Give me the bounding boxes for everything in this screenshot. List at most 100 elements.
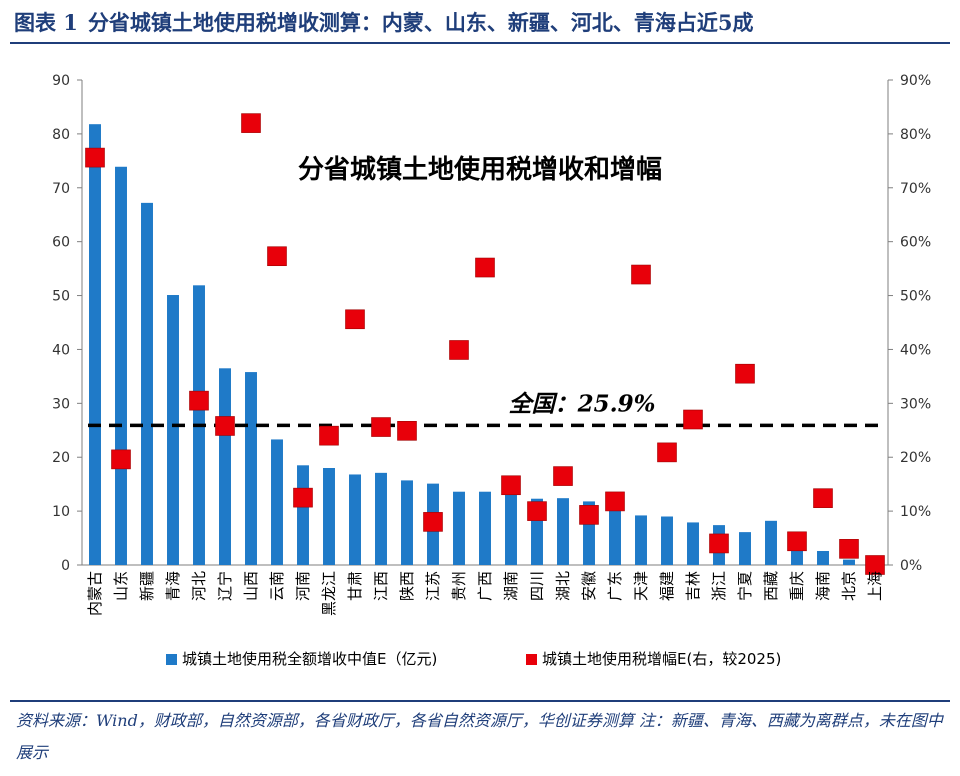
x-tick-label: 重庆 — [788, 571, 806, 601]
figure-title: 图表 1 分省城镇土地使用税增收测算：内蒙、山东、新疆、河北、青海占近5成 — [14, 8, 946, 38]
x-tick-label: 湖北 — [554, 571, 572, 601]
left-tick-label: 80 — [52, 127, 70, 143]
left-tick-label: 20 — [52, 450, 70, 466]
source-note: 资料来源：Wind，财政部，自然资源部，各省财政厅，各省自然资源厅，华创证券测算… — [16, 711, 943, 762]
x-tick-label: 西藏 — [762, 571, 780, 601]
x-tick-label: 黑龙江 — [320, 571, 338, 616]
x-tick-label: 海南 — [814, 571, 832, 601]
left-tick-label: 30 — [52, 396, 70, 412]
bar — [583, 501, 595, 565]
x-tick-label: 吉林 — [684, 571, 702, 601]
marker-point — [709, 533, 729, 554]
x-tick-label: 江西 — [372, 571, 390, 601]
bar — [843, 559, 855, 565]
reference-line-label: 全国：25.9% — [509, 390, 656, 417]
marker-point — [605, 491, 625, 512]
bar — [557, 498, 569, 565]
x-tick-label: 江苏 — [424, 571, 442, 601]
bar — [115, 166, 127, 565]
bar — [375, 472, 387, 565]
left-tick-label: 0 — [61, 558, 70, 574]
marker-point — [345, 309, 365, 330]
marker-point — [527, 501, 547, 521]
x-tick-label: 河北 — [190, 571, 208, 601]
bar — [505, 494, 517, 565]
x-tick-label: 天津 — [632, 571, 650, 601]
marker-point — [215, 416, 235, 436]
marker-point — [813, 488, 833, 508]
x-tick-label: 浙江 — [710, 571, 728, 601]
x-tick-label: 广西 — [476, 571, 494, 601]
right-tick-label: 70% — [900, 181, 931, 197]
bar — [323, 468, 335, 565]
marker-point — [241, 113, 261, 133]
marker-point — [423, 512, 443, 532]
bar — [297, 465, 309, 565]
left-tick-label: 10 — [52, 504, 70, 520]
x-tick-label: 河南 — [294, 571, 312, 601]
marker-point — [553, 466, 573, 486]
figure-label: 图表 1 — [14, 10, 78, 35]
bar — [531, 498, 543, 565]
bar — [167, 295, 179, 565]
x-tick-label: 云南 — [268, 571, 286, 601]
marker-point — [475, 257, 495, 278]
left-tick-label: 70 — [52, 181, 70, 197]
bar — [89, 124, 101, 565]
right-tick-label: 80% — [900, 127, 931, 143]
x-tick-label: 新疆 — [138, 571, 156, 601]
left-tick-label: 60 — [52, 235, 70, 251]
legend-label-bar: 城镇土地使用税全额增收中值E（亿元) — [182, 650, 437, 668]
x-tick-label: 山东 — [112, 571, 130, 601]
bar — [635, 515, 647, 565]
bar-series — [89, 124, 881, 565]
x-tick-label: 湖南 — [502, 571, 520, 601]
bar — [687, 522, 699, 565]
marker-point — [657, 442, 677, 463]
x-tick-label: 福建 — [658, 571, 676, 601]
x-tick-label: 青海 — [164, 571, 182, 601]
marker-point — [787, 531, 807, 552]
bar — [401, 480, 413, 565]
marker-point — [267, 246, 287, 267]
chart-title: 分省城镇土地使用税增收和增幅 — [298, 154, 662, 185]
right-tick-label: 10% — [900, 504, 931, 520]
right-tick-label: 30% — [900, 396, 931, 412]
x-tick-label: 山西 — [242, 571, 260, 601]
marker-point — [683, 409, 703, 430]
x-tick-label: 上海 — [866, 571, 884, 601]
left-tick-label: 90 — [52, 73, 70, 89]
figure-title-text: 分省城镇土地使用税增收测算：内蒙、山东、新疆、河北、青海占近5成 — [87, 10, 754, 35]
bar — [219, 368, 231, 565]
marker-point — [397, 421, 417, 441]
x-tick-label: 北京 — [840, 571, 858, 601]
legend-label-marker: 城镇土地使用税增幅E(右，较2025) — [542, 650, 781, 668]
bar — [245, 372, 257, 565]
bar — [141, 202, 153, 565]
x-tick-label: 贵州 — [450, 571, 468, 601]
bar — [479, 491, 491, 565]
right-tick-label: 90% — [900, 73, 931, 89]
marker-point — [865, 555, 885, 575]
bar — [817, 550, 829, 565]
marker-point — [501, 475, 521, 496]
chart-axes: 0 10 20 30 40 50 60 70 80 90 0% 10% 20% 30% 40% 50% 60% 7… — [52, 73, 931, 574]
legend-swatch-marker — [526, 654, 537, 665]
marker-point — [735, 363, 755, 384]
marker-point — [85, 147, 105, 168]
bar — [739, 532, 751, 565]
legend-swatch-bar — [166, 654, 177, 665]
x-tick-label: 四川 — [528, 571, 546, 601]
marker-series — [85, 113, 885, 575]
bar — [765, 520, 777, 565]
right-tick-label: 0% — [900, 558, 922, 574]
marker-point — [293, 487, 313, 508]
x-tick-labels: 内蒙古 山东 新疆 青海 河北 辽宁 山西 云南 河南 黑龙江 甘肃 江西 陕西 江苏 贵州 广西 湖南 四川 湖北… — [86, 571, 884, 616]
legend: 城镇土地使用税全额增收中值E（亿元) 城镇土地使用税增幅E(右，较2025) — [166, 650, 781, 668]
marker-point — [579, 505, 599, 525]
bar — [349, 474, 361, 565]
x-tick-label: 内蒙古 — [86, 571, 104, 616]
right-tick-label: 60% — [900, 235, 931, 251]
left-tick-label: 50 — [52, 289, 70, 305]
bar — [791, 547, 803, 565]
